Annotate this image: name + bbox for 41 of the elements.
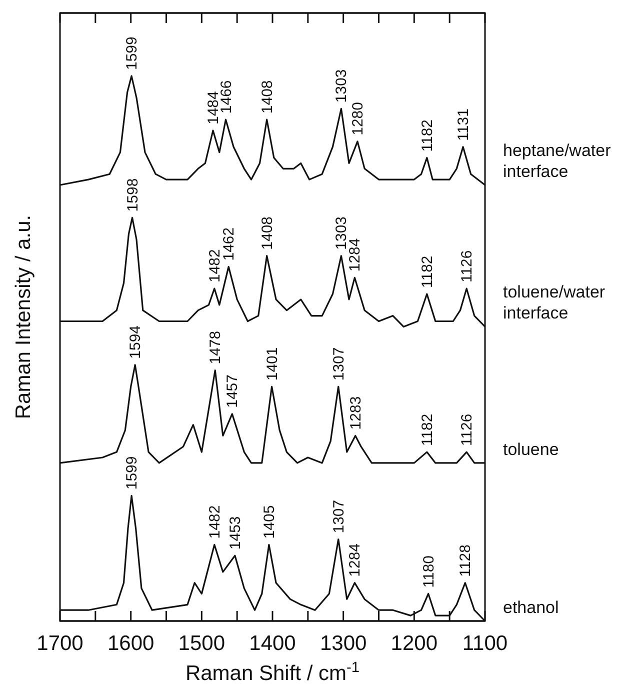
annotation: 1284 xyxy=(346,543,364,577)
annotation: 1482 xyxy=(206,249,224,283)
annotation: 1182 xyxy=(418,414,436,446)
x-tick-label: 1500 xyxy=(178,632,226,655)
annotation: 1131 xyxy=(455,108,472,141)
annotation: 1401 xyxy=(264,347,281,381)
series-label: heptane/water interface xyxy=(503,141,612,181)
annotation: 1482 xyxy=(206,505,224,539)
annotation: 1462 xyxy=(220,227,238,261)
x-tick-label: 1300 xyxy=(320,632,367,655)
annotation: 1408 xyxy=(258,80,276,114)
series-label: ethanol xyxy=(503,598,559,617)
x-tick-label: 1700 xyxy=(36,632,84,655)
annotation: 1405 xyxy=(260,505,278,539)
annotation: 1182 xyxy=(418,119,436,152)
x-tick-label: 1100 xyxy=(462,632,508,655)
series-label: toluene xyxy=(503,440,559,459)
x-tick-label: 1400 xyxy=(249,632,296,655)
annotation: 1457 xyxy=(224,374,242,408)
x-tick-label: 1200 xyxy=(390,632,438,655)
annotation: 1303 xyxy=(333,69,350,103)
annotation: 1182 xyxy=(418,256,436,288)
annotation: 1126 xyxy=(458,250,476,283)
annotation: 1599 xyxy=(124,456,141,490)
annotation: 1307 xyxy=(330,500,348,534)
x-axis-title: Raman Shift / cm$^{-1}$ xyxy=(185,660,360,685)
x-tick-label: 1600 xyxy=(107,632,154,655)
annotation: 1598 xyxy=(124,178,142,212)
annotation: 1126 xyxy=(458,414,476,446)
annotation: 1280 xyxy=(350,102,366,136)
annotation: 1283 xyxy=(347,396,364,430)
annotation: 1594 xyxy=(127,325,144,359)
annotation: 1478 xyxy=(207,330,224,364)
annotation: 1128 xyxy=(457,544,474,577)
series-label: toluene/water interface xyxy=(503,282,606,323)
annotation: 1599 xyxy=(124,36,141,70)
annotation: 1180 xyxy=(420,555,438,588)
annotation: 1453 xyxy=(226,516,244,550)
annotation: 1307 xyxy=(330,347,348,381)
y-axis-title: Raman Intensity / a.u. xyxy=(12,214,35,420)
annotation: 1408 xyxy=(258,216,276,250)
